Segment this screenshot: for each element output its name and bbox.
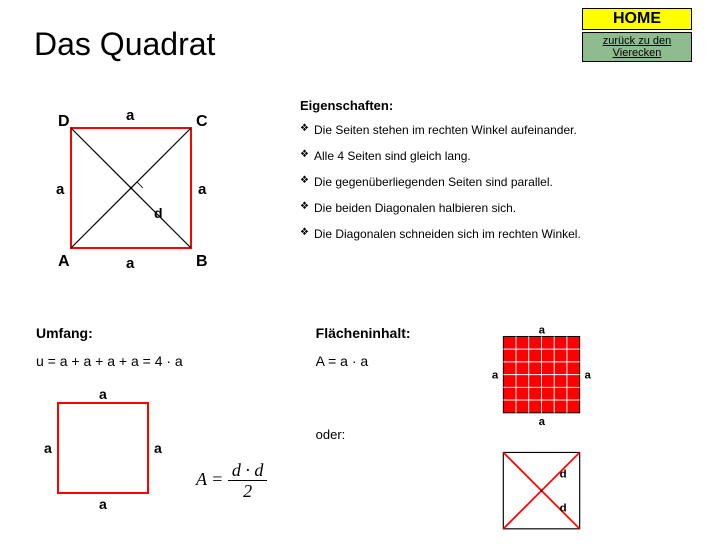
property-item: Die Diagonalen schneiden sich im rechten… — [300, 227, 700, 241]
svg-text:a: a — [126, 107, 135, 124]
area-diagrams-column: a a a a d d — [489, 325, 696, 551]
svg-text:a: a — [44, 440, 52, 456]
diagonal-diagram: d d — [489, 441, 594, 546]
svg-text:B: B — [196, 253, 208, 270]
formula-section: Umfang: u = a + a + a + a = 4 · a a a a … — [36, 325, 696, 551]
svg-text:a: a — [154, 440, 162, 456]
properties-heading: Eigenschaften: — [300, 98, 700, 113]
back-button-line2: Vierecken — [613, 47, 662, 59]
property-item: Die beiden Diagonalen halbieren sich. — [300, 201, 700, 215]
svg-text:A: A — [58, 253, 70, 270]
svg-text:a: a — [99, 496, 107, 512]
svg-text:D: D — [58, 113, 70, 130]
main-square-diagram: D C A B a a a a d — [36, 98, 226, 288]
svg-text:a: a — [492, 369, 499, 381]
svg-text:a: a — [99, 386, 107, 402]
area-column: Flächeninhalt: A = a · a oder: — [316, 325, 490, 442]
svg-text:d: d — [154, 205, 163, 221]
svg-text:d: d — [560, 468, 567, 480]
diagonal-area-formula: A = d · d 2 — [196, 460, 267, 502]
perimeter-column: Umfang: u = a + a + a + a = 4 · a a a a … — [36, 325, 316, 520]
svg-text:a: a — [539, 416, 546, 428]
svg-text:C: C — [196, 113, 208, 130]
svg-text:d: d — [560, 503, 567, 515]
svg-text:a: a — [126, 255, 135, 272]
property-item: Alle 4 Seiten sind gleich lang. — [300, 149, 700, 163]
page-title: Das Quadrat — [34, 26, 215, 63]
back-button[interactable]: zurück zu den Vierecken — [582, 32, 692, 62]
svg-text:a: a — [56, 181, 65, 198]
perimeter-formula: u = a + a + a + a = 4 · a — [36, 353, 316, 369]
properties-section: Eigenschaften: Die Seiten stehen im rech… — [300, 98, 700, 253]
svg-text:a: a — [539, 325, 546, 337]
svg-text:a: a — [585, 369, 592, 381]
area-grid-diagram: a a a a — [489, 325, 594, 430]
home-button[interactable]: HOME — [582, 8, 692, 30]
perimeter-label: Umfang: — [36, 325, 316, 341]
svg-text:a: a — [198, 181, 207, 198]
back-button-line1: zurück zu den — [603, 35, 671, 47]
area-label: Flächeninhalt: — [316, 325, 490, 341]
property-item: Die Seiten stehen im rechten Winkel aufe… — [300, 123, 700, 137]
property-item: Die gegenüberliegenden Seiten sind paral… — [300, 175, 700, 189]
oder-label: oder: — [316, 427, 490, 442]
area-formula: A = a · a — [316, 353, 490, 369]
perimeter-diagram: a a a a — [36, 385, 166, 515]
